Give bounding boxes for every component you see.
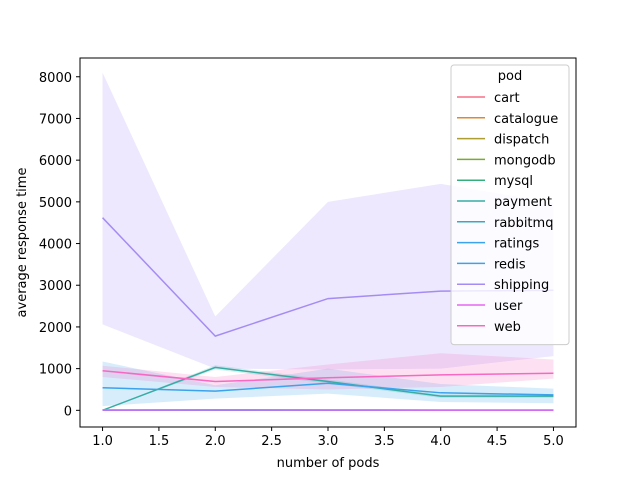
x-tick-label: 5.0 xyxy=(543,434,564,449)
series-line-web xyxy=(102,369,554,383)
legend-box xyxy=(450,64,570,346)
y-axis-label: average response time xyxy=(15,168,30,318)
x-tick-label: 2.5 xyxy=(261,434,282,449)
y-tick-label: 5000 xyxy=(39,196,72,211)
x-tick-label: 1.5 xyxy=(149,434,170,449)
series-line-ratings xyxy=(102,382,554,396)
y-tick-label: 7000 xyxy=(39,112,72,127)
legend-label-mysql: mysql xyxy=(494,174,533,189)
legend-label-shipping: shipping xyxy=(494,278,549,293)
x-tick-label: 3.5 xyxy=(374,434,395,449)
legend-label-mongodb: mongodb xyxy=(494,153,556,168)
legend-items: cart catalogue dispatch mongodb mysql payment… xyxy=(457,91,558,335)
x-tick-label: 3.0 xyxy=(318,434,339,449)
legend-title: pod xyxy=(498,69,522,84)
x-axis-label: number of pods xyxy=(277,456,380,471)
band-web xyxy=(102,353,554,390)
y-tick-label: 0 xyxy=(64,404,72,419)
legend-label-rabbitmq: rabbitmq xyxy=(494,216,553,231)
legend: pod cart catalogue dispatch mongodb mysql pay… xyxy=(450,64,570,346)
x-tick-label: 4.5 xyxy=(487,434,508,449)
legend-label-redis: redis xyxy=(494,257,526,272)
y-tick-label: 1000 xyxy=(39,363,72,378)
x-tick-label: 4.0 xyxy=(430,434,451,449)
x-tick-label: 2.0 xyxy=(205,434,226,449)
y-tick-label: 4000 xyxy=(39,238,72,253)
legend-label-dispatch: dispatch xyxy=(494,133,549,148)
y-axis-ticks: 0 1000 2000 3000 4000 5000 6000 7000 8000 xyxy=(39,71,80,419)
band-shipping xyxy=(102,72,554,370)
legend-label-web: web xyxy=(494,320,521,335)
legend-label-user: user xyxy=(494,299,523,314)
legend-label-catalogue: catalogue xyxy=(494,112,558,127)
y-tick-label: 3000 xyxy=(39,279,72,294)
y-tick-label: 6000 xyxy=(39,154,72,169)
y-tick-label: 8000 xyxy=(39,71,72,86)
series-line-payment xyxy=(102,366,554,412)
x-tick-label: 1.0 xyxy=(92,434,113,449)
legend-label-payment: payment xyxy=(494,195,552,210)
y-tick-label: 2000 xyxy=(39,321,72,336)
legend-label-ratings: ratings xyxy=(494,237,540,252)
legend-label-cart: cart xyxy=(494,91,520,106)
x-axis-ticks: 1.0 1.5 2.0 2.5 3.0 3.5 4.0 4.5 5.0 xyxy=(92,427,564,449)
